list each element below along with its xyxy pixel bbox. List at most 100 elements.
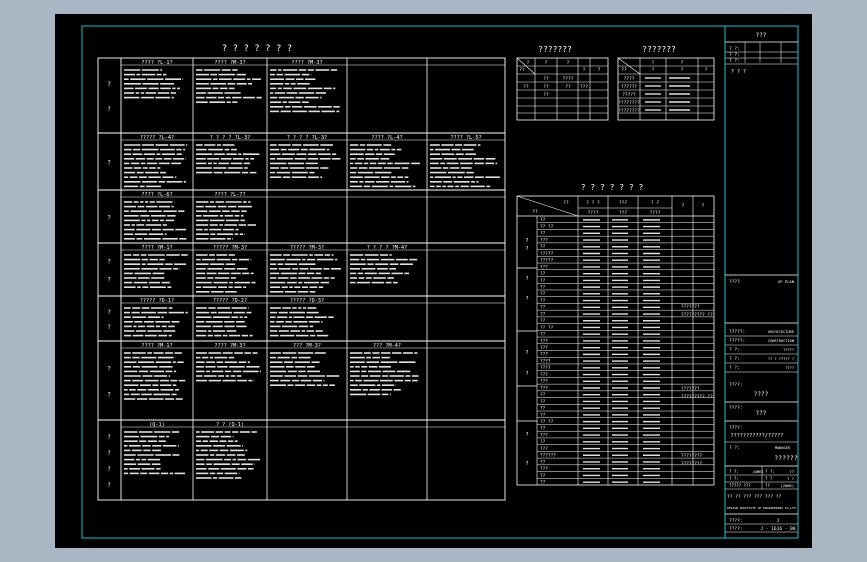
title-block-frame bbox=[724, 25, 799, 539]
table-b-cell: ?????? bbox=[621, 84, 638, 90]
main-table-border bbox=[97, 57, 506, 501]
table-b-cell: ????? bbox=[622, 92, 636, 98]
table-c-row-name: ?? bbox=[540, 217, 546, 223]
table-c-row-name: ?? bbox=[540, 231, 546, 237]
table-a-border bbox=[516, 57, 609, 121]
drawing-number-label: ????: bbox=[729, 526, 743, 532]
table-b-head: ? bbox=[652, 60, 655, 66]
table-a-cell: ?? bbox=[523, 84, 529, 90]
row-label: ? bbox=[107, 324, 111, 331]
sign-cell: ?? bbox=[765, 483, 770, 488]
title-block-label: ? ?: bbox=[729, 365, 740, 371]
cell-header: ? ? ? ? ?L-3? bbox=[287, 135, 328, 141]
row-label: ? bbox=[107, 259, 111, 266]
row-label: ? bbox=[107, 392, 111, 399]
drawing-sheet[interactable] bbox=[55, 14, 812, 548]
table-c-row-name: ??? bbox=[540, 264, 548, 270]
table-c-row-name: ?? bbox=[540, 332, 546, 338]
table-c-border bbox=[516, 195, 715, 486]
table-c-row-name: ?? bbox=[540, 305, 546, 311]
table-a-cell: ??? bbox=[580, 84, 588, 90]
table-a-head: ?? bbox=[519, 67, 525, 73]
cell-header: ???? ?M-1? bbox=[141, 343, 172, 349]
table-a-cell: ?? bbox=[543, 76, 549, 82]
cell-text-block bbox=[196, 144, 262, 174]
table-c-group-label: ? bbox=[525, 276, 528, 282]
row-label: ? bbox=[107, 81, 111, 88]
table-a-head: ? bbox=[583, 67, 586, 73]
sign-cell: (2006) bbox=[780, 483, 794, 488]
row-label: ? bbox=[107, 215, 111, 222]
cell-header: ???? ?L-6? bbox=[141, 192, 172, 198]
title-block-value: ???? bbox=[754, 391, 769, 398]
table-c-group-label: ? bbox=[525, 371, 528, 377]
table-c-row-name: ?????? bbox=[540, 453, 556, 459]
cell-text-block bbox=[270, 254, 342, 293]
title-block-label: ???? bbox=[729, 279, 740, 285]
cell-header: ???? ?M-3? bbox=[214, 343, 245, 349]
sign-cell: JAMES bbox=[753, 470, 764, 474]
table-c-row-name: ??? bbox=[540, 385, 548, 391]
table-a-head: ? bbox=[598, 67, 601, 73]
table-a-cell: ???? bbox=[563, 76, 574, 82]
cell-header: ? ? ? ? ?L-3? bbox=[210, 135, 251, 141]
cell-text-block bbox=[270, 144, 341, 178]
title-block-label: ? ?: bbox=[729, 445, 740, 451]
cell-text-block bbox=[350, 352, 419, 396]
title-block-value: ???????????/????? bbox=[730, 433, 783, 439]
cell-header: (Q-1) bbox=[149, 422, 165, 428]
table-c-remark: ???????? bbox=[681, 453, 703, 459]
table-c-row-name: ?? bbox=[540, 291, 546, 297]
cell-text-block bbox=[430, 144, 500, 188]
table-b-title: ??????? bbox=[642, 45, 676, 54]
title-block-value: SP PLAN bbox=[778, 279, 795, 284]
table-b-diagonal bbox=[617, 57, 641, 75]
cell-text-block bbox=[124, 69, 184, 99]
table-c-row-name: ?? bbox=[540, 244, 546, 250]
title-block-value: ?? ? ????? ? bbox=[768, 357, 794, 361]
table-b-cell: ???? bbox=[624, 76, 635, 82]
table-c-title: ? ? ? ? ? ? ? bbox=[581, 183, 644, 192]
table-b-head: ? bbox=[681, 67, 684, 73]
table-b-head: ? bbox=[705, 67, 708, 73]
title-block-value: ????? bbox=[783, 348, 794, 352]
sign-cell: ? ?: bbox=[729, 476, 739, 481]
row-label: ? bbox=[107, 106, 111, 113]
table-c-remark: ????????? ?? bbox=[681, 394, 713, 400]
company-name: ?? ?? ??? ??? ??? ?? bbox=[727, 494, 781, 500]
cell-header: ? ? ? ? ?M-4? bbox=[367, 245, 408, 251]
table-c-head: ??? bbox=[619, 200, 627, 206]
sign-cell: ????? ??? bbox=[729, 483, 751, 488]
table-c-row-name: ??? bbox=[540, 372, 548, 378]
table-c-remark: ??????? bbox=[681, 304, 700, 310]
table-c-head: ? bbox=[682, 203, 685, 209]
cell-header: ???? ?L-4? bbox=[371, 135, 402, 141]
title-block-value: CONSTRUCTION bbox=[768, 339, 794, 343]
main-table-title: ? ? ? ? ? ? ? bbox=[222, 44, 292, 54]
cell-text-block bbox=[196, 431, 261, 479]
table-a-head: ? bbox=[527, 60, 530, 66]
cell-header: ???? ?M-3? bbox=[291, 60, 322, 66]
cell-header: ???? ?L-7? bbox=[214, 192, 245, 198]
table-c-row-name: ????? bbox=[540, 258, 554, 264]
table-c-head: ?? bbox=[532, 209, 538, 215]
cell-text-block bbox=[124, 254, 188, 289]
cell-text-block bbox=[124, 201, 187, 240]
table-c-row-name: ?? bbox=[540, 406, 546, 412]
row-label: ? bbox=[107, 309, 111, 316]
table-c-remark: ??????? bbox=[681, 386, 700, 392]
table-a-diagonal bbox=[516, 57, 536, 75]
table-c-head: ? ? ? bbox=[586, 200, 600, 206]
table-c-row-name: ??? bbox=[540, 237, 548, 243]
table-c-row-name: ?? bbox=[540, 284, 546, 290]
table-a-title: ??????? bbox=[538, 45, 572, 54]
cell-text-block bbox=[270, 69, 340, 113]
table-c-row-name: ?? bbox=[540, 399, 546, 405]
cell-header: ???? ?L-5? bbox=[450, 135, 481, 141]
cell-text-block bbox=[196, 69, 262, 103]
cell-header: ???? ?M-1? bbox=[141, 245, 172, 251]
table-c-remark: ???????? bbox=[681, 461, 703, 467]
table-c-subhead: ??? bbox=[619, 210, 627, 216]
